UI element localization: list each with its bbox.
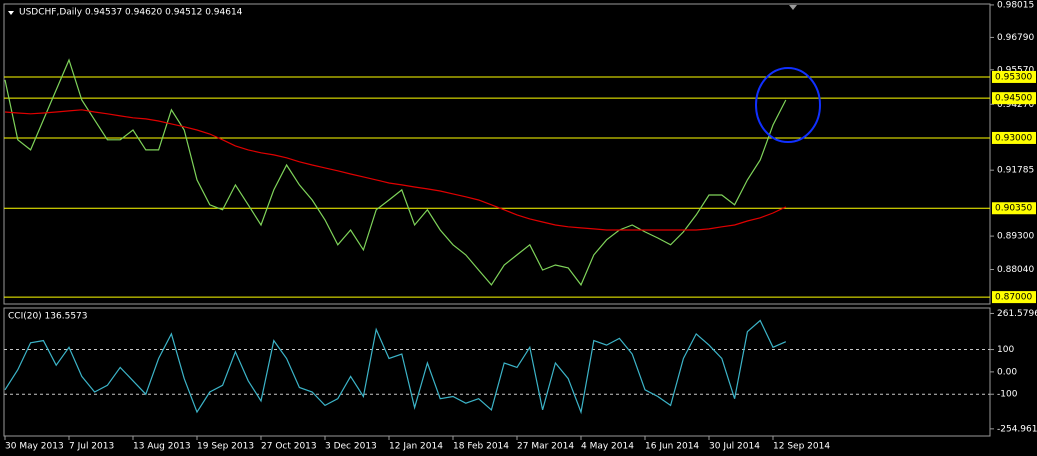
- shift-marker: [789, 5, 797, 10]
- x-tick-label: 16 Jun 2014: [645, 442, 699, 452]
- series-line: [4, 58, 787, 287]
- x-tick-label: 12 Jan 2014: [389, 442, 443, 452]
- x-tick-label: 27 Mar 2014: [517, 442, 574, 452]
- y-tick-label: 0.98015: [997, 0, 1034, 10]
- y-tick-label: 0.94270: [997, 100, 1034, 110]
- chart-title: USDCHF,Daily 0.94537 0.94620 0.94512 0.9…: [19, 8, 243, 18]
- y-tick-label: 0.96790: [997, 33, 1034, 43]
- x-tick-label: 13 Aug 2013: [133, 442, 191, 452]
- level-label-box: [992, 202, 1036, 215]
- level-label-box: [992, 92, 1036, 105]
- x-tick-label: 3 Dec 2013: [325, 442, 377, 452]
- series-line: [4, 319, 787, 415]
- level-label: 0.90350: [995, 204, 1032, 214]
- x-tick-label: 27 Oct 2013: [261, 442, 317, 452]
- y-tick-label: 0.95570: [997, 65, 1034, 75]
- y-tick-label: 0.00: [997, 367, 1017, 377]
- y-tick-label: 0.88040: [997, 265, 1034, 275]
- x-tick-label: 30 May 2013: [5, 442, 64, 452]
- level-label: 0.95300: [995, 72, 1032, 82]
- level-label-box: [992, 291, 1036, 304]
- menu-arrow[interactable]: [8, 11, 14, 15]
- annotation-circle: [755, 67, 821, 143]
- x-tick-label: 18 Feb 2014: [453, 442, 509, 452]
- x-tick-label: 12 Sep 2014: [773, 442, 830, 452]
- level-label: 0.93000: [995, 133, 1032, 143]
- level-label-box: [992, 131, 1036, 144]
- level-label: 0.87000: [995, 293, 1032, 303]
- indicator-title: CCI(20) 136.5573: [8, 312, 88, 322]
- price-panel: [3, 3, 991, 305]
- level-label-box: [992, 70, 1036, 83]
- y-tick-label: 0.91785: [997, 166, 1034, 176]
- y-tick-label: 261.5796: [997, 309, 1037, 319]
- x-tick-label: 4 May 2014: [581, 442, 634, 452]
- x-tick-label: 7 Jul 2013: [69, 442, 114, 452]
- series-line: [4, 109, 787, 231]
- y-tick-label: -100: [997, 390, 1018, 400]
- y-tick-label: 100: [997, 345, 1014, 355]
- y-tick-label: -254.9616: [997, 424, 1037, 434]
- x-tick-label: 19 Sep 2013: [197, 442, 254, 452]
- level-label: 0.94500: [995, 94, 1032, 104]
- y-tick-label: 0.89300: [997, 232, 1034, 242]
- x-tick-label: 30 Jul 2014: [709, 442, 760, 452]
